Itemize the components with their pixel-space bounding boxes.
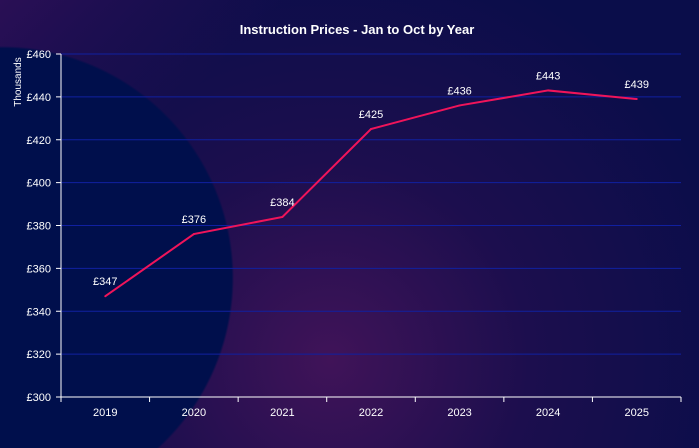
chart-title: Instruction Prices - Jan to Oct by Year <box>240 22 475 37</box>
data-label: £439 <box>624 79 648 91</box>
data-point <box>192 233 195 236</box>
data-label: £425 <box>359 109 383 121</box>
y-tick-label: £340 <box>27 306 51 318</box>
data-point <box>635 98 638 101</box>
x-tick-label: 2025 <box>624 407 648 419</box>
y-tick-label: £420 <box>27 135 51 147</box>
y-tick-label: £360 <box>27 263 51 275</box>
y-tick-label: £440 <box>27 92 51 104</box>
data-label: £347 <box>93 276 117 288</box>
data-point <box>281 215 284 218</box>
data-label: £376 <box>182 214 206 226</box>
x-tick-label: 2021 <box>270 407 294 419</box>
data-point <box>547 89 550 92</box>
y-tick-label: £400 <box>27 178 51 190</box>
y-tick-label: £460 <box>27 49 51 61</box>
series-line <box>104 89 637 298</box>
x-tick-label: 2022 <box>359 407 383 419</box>
data-point <box>104 295 107 298</box>
x-tick-label: 2020 <box>182 407 206 419</box>
data-label: £443 <box>536 70 560 82</box>
x-tick-label: 2024 <box>536 407 560 419</box>
y-tick-label: £300 <box>27 392 51 404</box>
data-label: £384 <box>270 197 294 209</box>
data-point <box>370 128 372 131</box>
data-point <box>458 104 461 107</box>
y-tick-label: £380 <box>27 221 51 233</box>
y-tick-label: £320 <box>27 349 51 361</box>
y-axis-label: Thousands <box>13 57 24 106</box>
x-tick-label: 2023 <box>447 407 471 419</box>
data-label: £436 <box>447 85 471 97</box>
x-tick-label: 2019 <box>93 407 117 419</box>
